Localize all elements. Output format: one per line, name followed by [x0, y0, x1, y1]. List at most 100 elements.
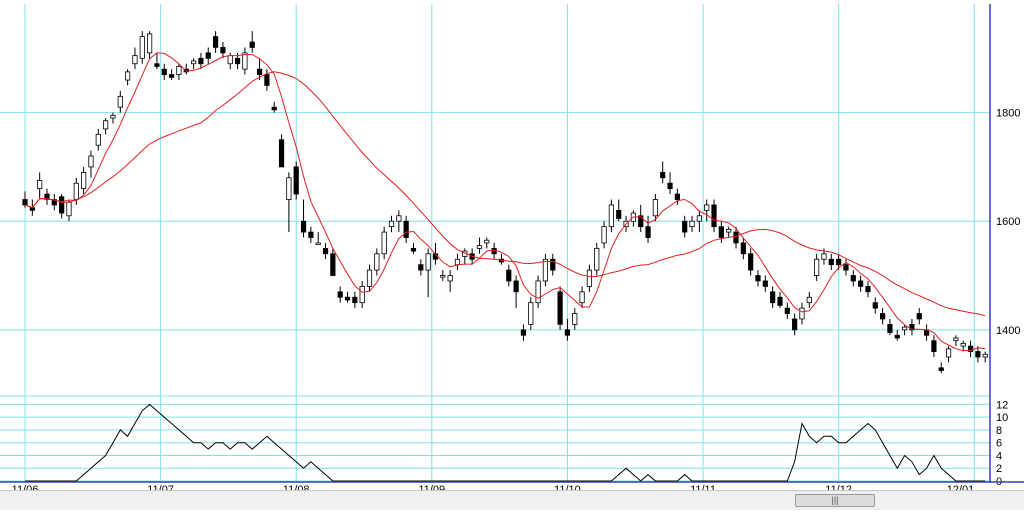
horizontal-scrollbar[interactable]: ||| [0, 490, 1024, 510]
candle-body-down [220, 47, 226, 54]
candle [344, 291, 351, 303]
candle-body-down [278, 139, 285, 168]
candle-body-up [608, 204, 615, 228]
candle-body-down [836, 258, 842, 266]
candle-body-down [322, 247, 329, 255]
candle [147, 31, 153, 59]
candle-body-down [843, 264, 849, 271]
candle-body-down [667, 182, 673, 190]
candle-body-up [799, 307, 805, 320]
candle [638, 204, 644, 233]
candle [440, 270, 446, 281]
candle [110, 112, 116, 124]
candle-body-up [601, 226, 607, 244]
candle-body-down [880, 313, 886, 320]
candle-body-down [938, 367, 944, 371]
candle-body-up [132, 55, 138, 65]
candle-body-down [645, 226, 651, 238]
candle [506, 264, 512, 287]
candle [300, 199, 307, 238]
candle-body-up [542, 258, 549, 282]
candle-body-down [344, 296, 351, 301]
candle-body-down [22, 199, 28, 206]
candle-body-down [850, 275, 856, 282]
candle-body-up [110, 114, 116, 119]
candle-body-up [315, 242, 321, 245]
candlestick-series [22, 31, 988, 374]
candle-body-down [271, 106, 277, 111]
candle [161, 63, 167, 81]
candle [278, 134, 285, 168]
candle [667, 172, 673, 195]
candle-body-up [396, 215, 402, 222]
candle [872, 297, 878, 314]
sub-y-tick-label: 4 [996, 450, 1002, 462]
candle-body-up [902, 326, 908, 331]
candle-body-down [770, 291, 776, 304]
candle-body-up [586, 269, 593, 287]
candle [572, 308, 578, 330]
candle-body-down [410, 247, 417, 252]
candle-body-up [117, 95, 123, 108]
candle-body-down [491, 247, 497, 255]
candle [103, 118, 109, 135]
candle [528, 297, 534, 330]
candle-body-down [212, 36, 219, 48]
candle [212, 31, 219, 53]
candle-body-down [975, 351, 981, 358]
candle [542, 253, 549, 287]
candle-body-up [814, 258, 820, 276]
axis-layer: 11/0611/0711/0811/0911/1011/1111/1212/01… [0, 4, 1024, 496]
candle-body-down [638, 215, 644, 228]
candle [484, 237, 490, 249]
candle [366, 264, 373, 292]
candle [608, 199, 615, 233]
candle-body-down [733, 231, 739, 244]
sub-y-tick-label: 8 [996, 425, 1002, 437]
candle [923, 324, 930, 341]
candle [476, 237, 483, 254]
candle [748, 248, 754, 276]
candle [132, 47, 138, 70]
candle [271, 101, 277, 113]
indicator-series [25, 403, 986, 482]
candle [711, 199, 717, 233]
candle [902, 324, 908, 336]
candle-body-down [887, 324, 893, 333]
candle [733, 226, 739, 249]
candle-body-down [256, 68, 263, 75]
candle-body-up [821, 253, 827, 260]
candle [652, 194, 658, 222]
candle [264, 69, 270, 91]
candle [352, 291, 358, 309]
candle [359, 280, 365, 309]
candle-body-down [616, 209, 622, 219]
candle-body-up [572, 313, 578, 325]
candle-body-down [308, 231, 314, 238]
candle-body-up [359, 285, 365, 304]
candle [374, 248, 380, 276]
indicator-line [25, 403, 986, 482]
scrollbar-thumb[interactable]: ||| [795, 494, 875, 507]
candle [176, 63, 182, 81]
candle-body-down [792, 318, 798, 331]
candle-body-down [740, 242, 746, 255]
candle-body-down [418, 264, 424, 271]
candle-body-down [59, 196, 65, 214]
candle-body-down [762, 280, 768, 287]
candle [462, 248, 468, 265]
candle-body-down [916, 313, 922, 320]
candle [198, 52, 204, 70]
candle [777, 291, 783, 309]
candle [579, 286, 585, 309]
candle [66, 199, 72, 222]
candle [491, 242, 497, 260]
candle [718, 221, 724, 243]
candle [645, 215, 651, 243]
candle-body-up [594, 247, 600, 271]
candle [887, 318, 893, 336]
candle [168, 69, 175, 81]
candle [586, 264, 593, 292]
candle [806, 291, 812, 309]
